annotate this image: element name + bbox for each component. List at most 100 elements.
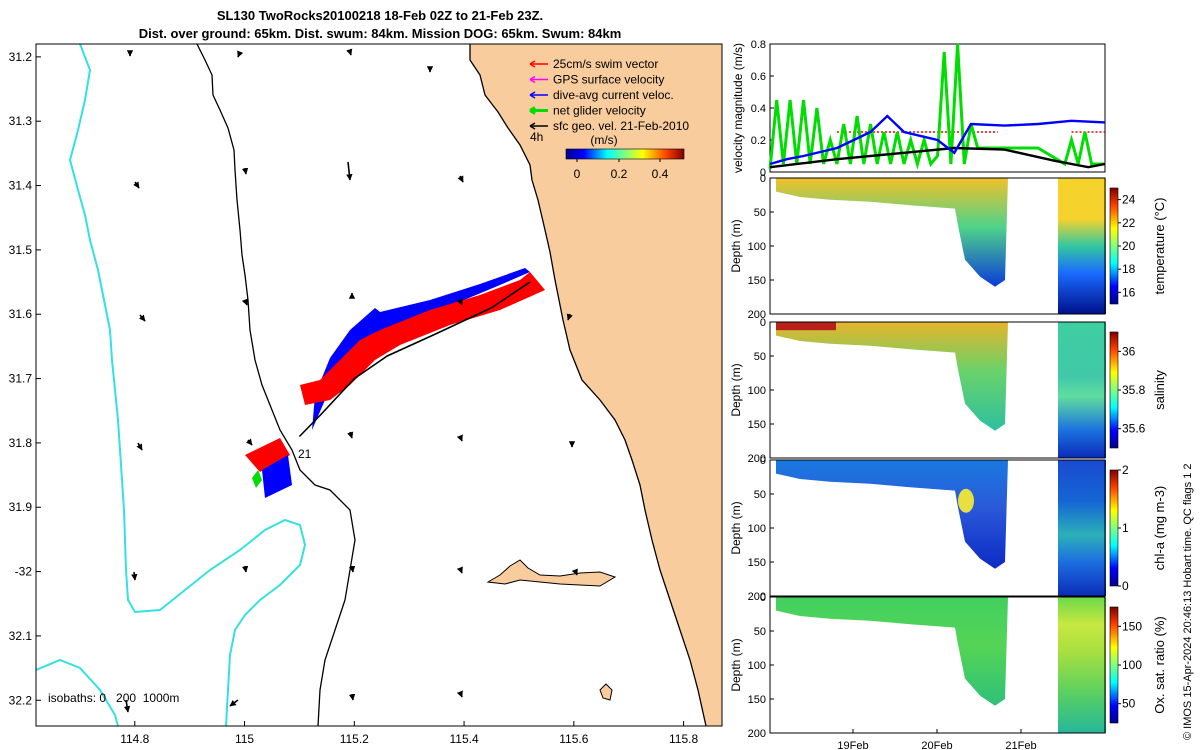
- heatmap-y-tick-label: 200: [748, 453, 766, 465]
- map-y-tick-label: 32.2: [9, 693, 33, 707]
- legend-arrowhead: [529, 75, 536, 84]
- colorbar-label: temperature (°C): [1152, 198, 1167, 295]
- vel-y-tick-label: 0.6: [751, 71, 766, 83]
- colorbar-tick-label: 0: [574, 167, 581, 181]
- colorbar-tick-label: 20: [1122, 239, 1136, 253]
- sfc-geo-arrow: [136, 442, 143, 451]
- coastline: [469, 44, 707, 726]
- heatmap-y-axis-label: Depth (m): [729, 219, 743, 272]
- sfc-geo-arrow: [346, 161, 353, 181]
- heatmap-y-tick-label: 0: [760, 173, 766, 185]
- chl-max-patch: [958, 488, 974, 513]
- section-data-right-oxygen: [1058, 597, 1106, 733]
- colorbar-tick-label: 50: [1122, 697, 1136, 711]
- map-y-tick-label: 31.8: [9, 436, 33, 450]
- heatmap-panel-salinity: 0 50 100 150 200 Depth (m) 35.6 35.8 36 salinity: [729, 317, 1167, 465]
- heatmap-y-axis-label: Depth (m): [729, 638, 743, 691]
- sfc-geo-arrow: [133, 181, 140, 189]
- map-y-tick-label: 31.6: [9, 307, 33, 321]
- sfc-geo-arrow: [241, 298, 248, 306]
- vel-series-sfc_geo_vel: [769, 146, 1106, 169]
- colorbar-tick-label: 150: [1122, 619, 1142, 633]
- heatmap-colorbar: [1109, 469, 1119, 587]
- heatmap-y-tick-label: 150: [748, 694, 766, 706]
- sfc-geo-arrow: [346, 48, 353, 56]
- vel-y-axis-label: velocity magnitude (m/s): [731, 43, 745, 173]
- sfc-geo-arrow: [456, 690, 463, 698]
- sfc-geo-arrow: [229, 699, 239, 707]
- heatmap-y-tick-label: 100: [748, 241, 766, 253]
- heatmap-x-tick-label: 19Feb: [837, 740, 868, 750]
- map-y-tick-label: 31.3: [9, 114, 33, 128]
- heatmap-y-tick-label: 150: [748, 557, 766, 569]
- map-y-tick-label: 31.5: [9, 243, 33, 257]
- colorbar-tick-label: 2: [1122, 463, 1129, 477]
- sfc-geo-velocity-arrows: [123, 48, 578, 713]
- map-colorbar: [565, 148, 685, 160]
- heatmap-x-tick-label: 21Feb: [1005, 740, 1036, 750]
- sfc-geo-arrow: [571, 568, 578, 576]
- heatmap-panel-chl-a: 0 50 100 150 200 Depth (m) 0 1 2 chl-a (mg m-3): [729, 455, 1167, 603]
- start-cluster-blue: [262, 455, 292, 498]
- isobath-200m: [196, 44, 356, 726]
- heatmap-y-axis-label: Depth (m): [729, 363, 743, 416]
- section-data-oxygen: [776, 597, 1008, 706]
- heatmap-y-tick-label: 100: [748, 523, 766, 535]
- heatmap-y-tick-label: 100: [748, 660, 766, 672]
- heatmap-x-tick-label: 20Feb: [921, 740, 952, 750]
- colorbar-tick-label: 35.8: [1122, 383, 1146, 397]
- isobaths-note: isobaths: 0 200 1000m: [48, 691, 179, 705]
- land-mass: [470, 44, 722, 726]
- map-x-tick-label: 114.8: [120, 732, 149, 746]
- sfc-geo-arrow: [237, 50, 244, 58]
- glider-track: [298, 281, 531, 438]
- sfc-geo-arrow: [241, 565, 249, 573]
- legend-arrowhead: [529, 60, 536, 68]
- salinity-high-patch: [776, 322, 836, 331]
- legend-arrowhead: [529, 106, 536, 115]
- map-y-tick-label: 32.1: [9, 629, 33, 643]
- vel-y-tick-label: 0.2: [751, 135, 766, 147]
- annotation-4h: 4h: [530, 130, 543, 144]
- heatmap-y-tick-label: 200: [748, 591, 766, 603]
- colorbar-tick-label: 18: [1122, 262, 1136, 276]
- vel-y-tick-label: 0: [760, 167, 766, 179]
- annotation-21: 21: [298, 447, 312, 461]
- map-x-tick-label: 115.4: [449, 732, 478, 746]
- colorbar-tick-label: 0: [1122, 579, 1129, 593]
- sfc-geo-arrow: [123, 699, 131, 713]
- vel-series-net_glider: [768, 43, 1105, 170]
- sfc-geo-arrow: [457, 175, 464, 183]
- heatmap-colorbar: [1109, 187, 1119, 305]
- heatmap-y-tick-label: 50: [754, 351, 766, 363]
- map-legend: 25cm/s swim vector GPS surface velocitydi…: [529, 57, 689, 133]
- sfc-geo-arrow: [348, 693, 356, 701]
- swim-vector-band: [300, 272, 545, 405]
- colorbar-label: (m/s): [590, 133, 617, 147]
- heatmap-y-tick-label: 0: [760, 592, 766, 604]
- sfc-geo-arrow: [241, 167, 249, 175]
- heatmap-colorbar: [1109, 331, 1119, 449]
- map-x-tick-label: 115.8: [669, 732, 698, 746]
- colorbar-label: Ox. sat. ratio (%): [1152, 616, 1167, 714]
- legend-label: GPS surface velocity: [553, 73, 664, 87]
- sfc-geo-arrow: [348, 565, 356, 573]
- heatmap-panel-temperature: 0 50 100 150 200 Depth (m) 16 18 20 22 24 temperatu…: [729, 173, 1167, 321]
- section-data-right-temperature: [1058, 178, 1106, 314]
- isobath-1000m-west: [36, 658, 119, 726]
- page-title-line1: SL130 TwoRocks20100218 18-Feb 02Z to 21-…: [216, 8, 544, 23]
- sfc-geo-arrow: [138, 314, 146, 322]
- map-x-tick-label: 115.2: [340, 732, 369, 746]
- colorbar-tick-label: 22: [1122, 216, 1136, 230]
- legend-label: net glider velocity: [553, 104, 646, 118]
- heatmap-y-axis-label: Depth (m): [729, 501, 743, 554]
- map-y-tick-label: -32: [15, 565, 33, 579]
- colorbar-tick-label: 36: [1122, 344, 1136, 358]
- heatmap-y-tick-label: 0: [760, 317, 766, 329]
- island-small: [599, 683, 613, 701]
- sfc-geo-arrow: [347, 431, 354, 439]
- sfc-geo-arrow: [131, 571, 138, 581]
- colorbar-tick-label: 35.6: [1122, 422, 1146, 436]
